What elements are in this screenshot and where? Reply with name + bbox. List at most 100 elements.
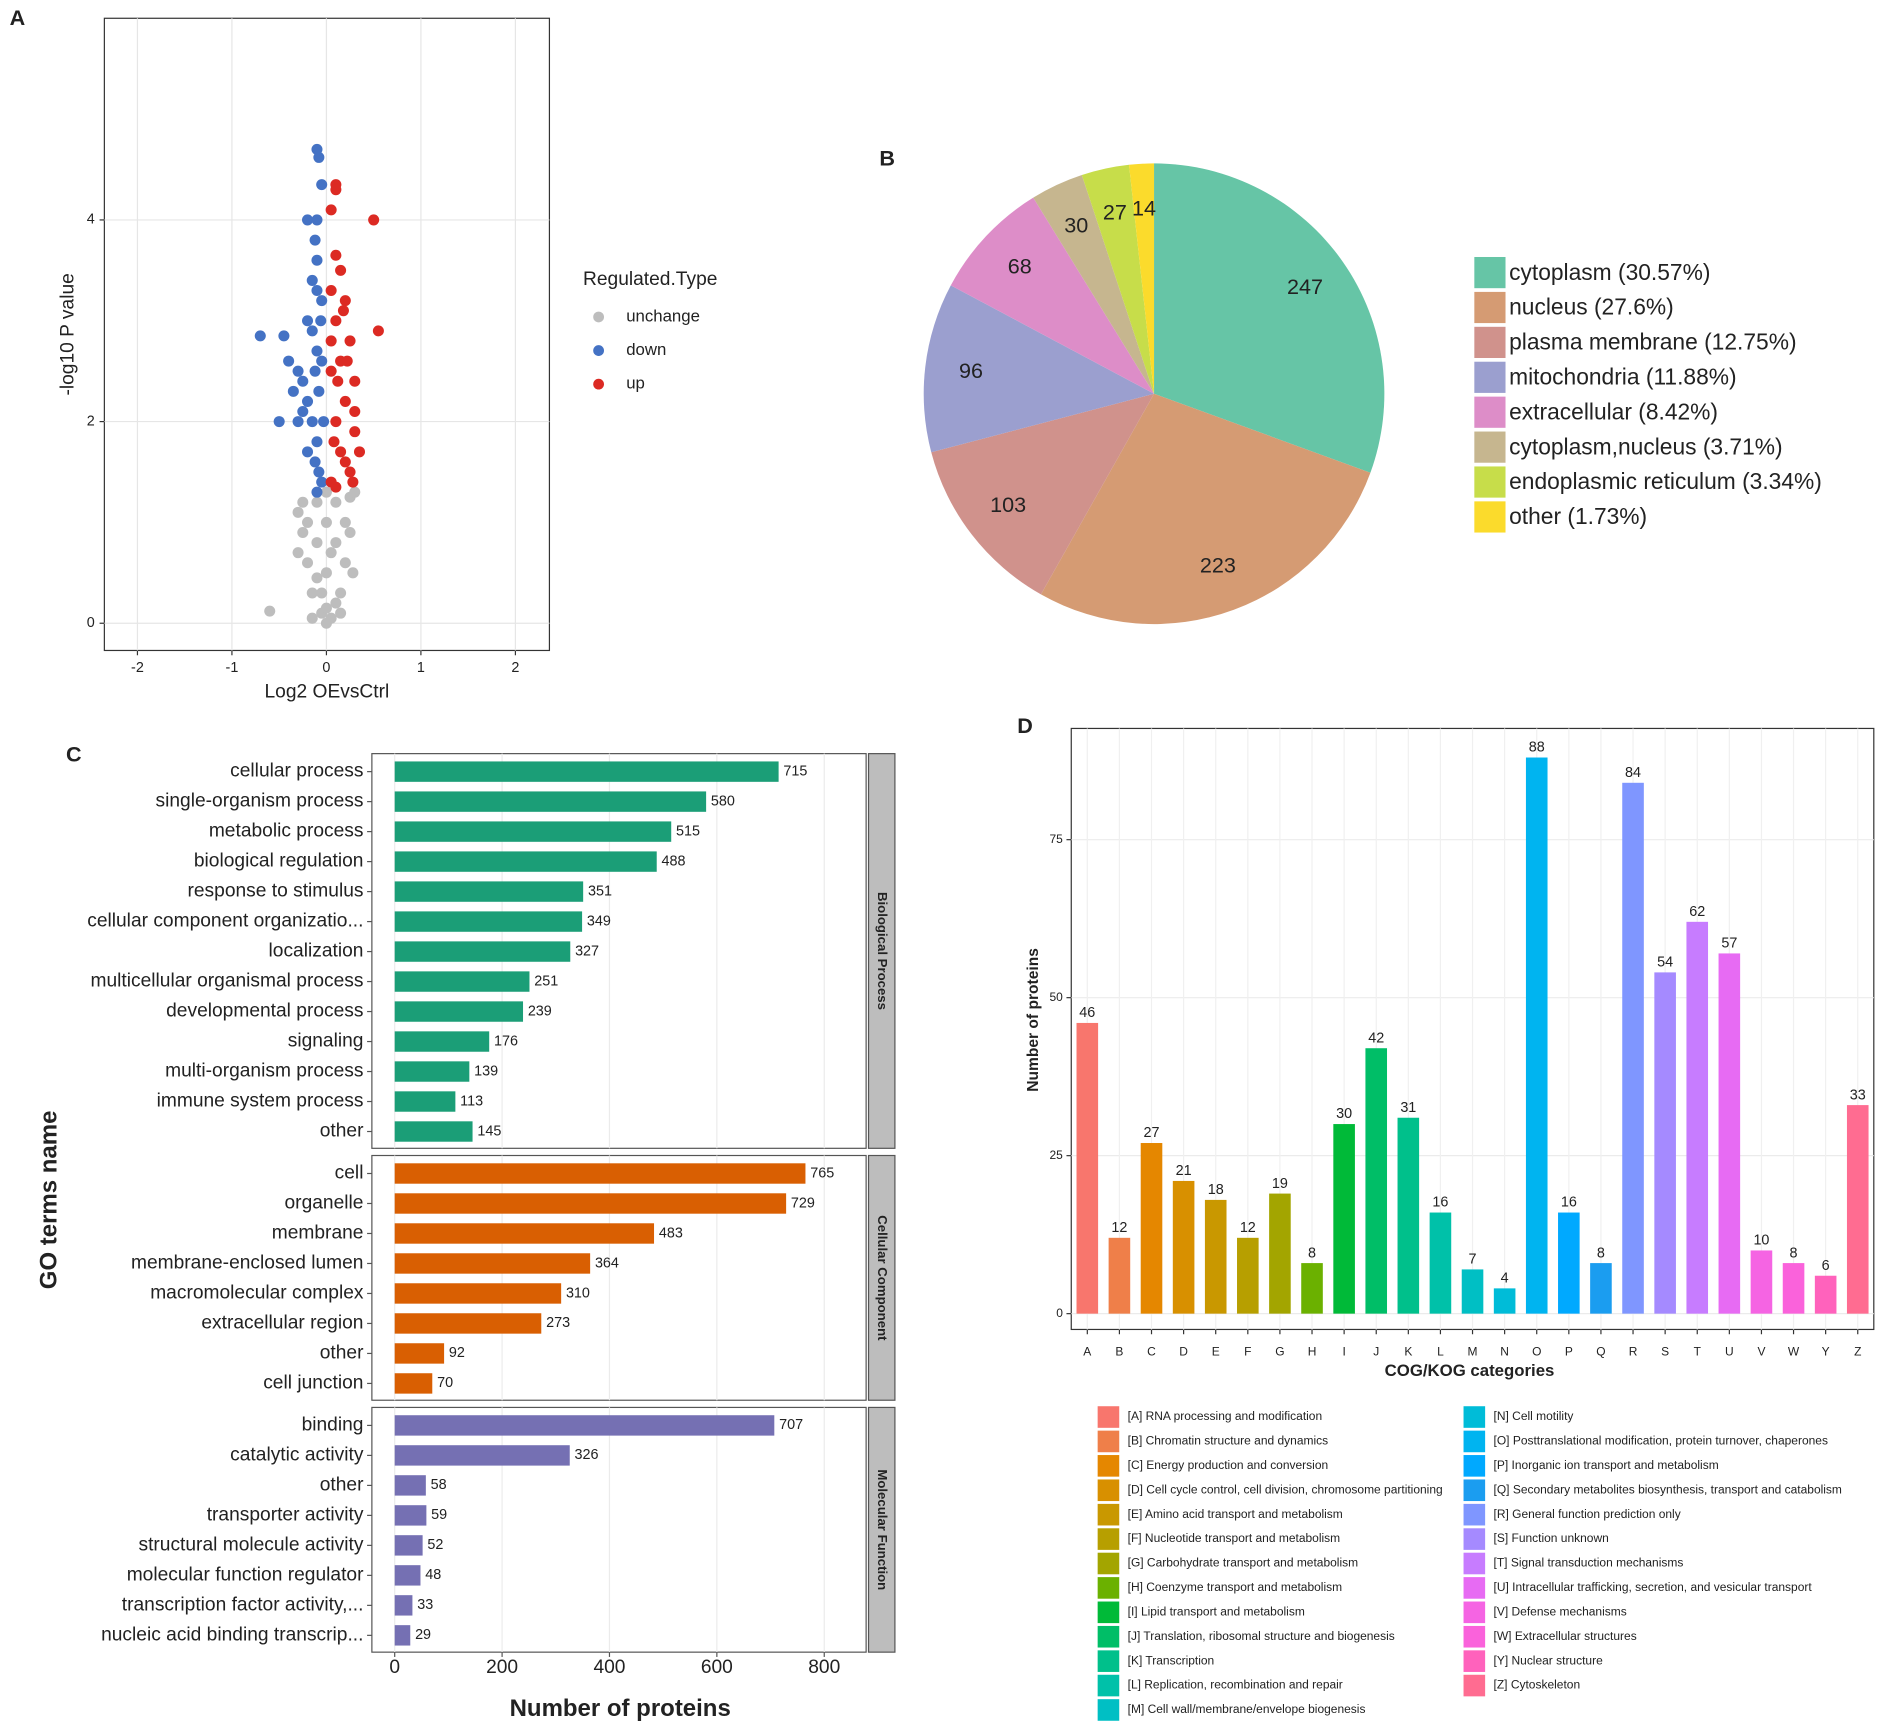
legend-label: [A] RNA processing and modification	[1128, 1409, 1323, 1423]
value-label: 488	[662, 853, 686, 869]
point	[311, 284, 323, 297]
y-tick-label: cell junction	[263, 1372, 363, 1393]
value-label: 12	[1240, 1220, 1256, 1236]
x-tick-label: O	[1532, 1344, 1541, 1358]
point	[316, 587, 328, 599]
facet-panel	[371, 1406, 867, 1653]
point	[292, 547, 304, 559]
legend-label: [F] Nucleotide transport and metabolism	[1128, 1531, 1341, 1545]
legend-key	[1474, 326, 1506, 359]
value-label: 310	[566, 1285, 590, 1301]
point	[330, 184, 342, 196]
legend-key	[1463, 1674, 1486, 1697]
value-label: 176	[494, 1033, 518, 1049]
legend-key	[1474, 501, 1506, 533]
x-tick-label: T	[1694, 1344, 1702, 1358]
value-label: 21	[1176, 1163, 1192, 1179]
legend-key	[593, 311, 605, 323]
point	[311, 486, 323, 498]
x-tick-label: U	[1725, 1344, 1734, 1358]
legend-key	[1463, 1503, 1486, 1526]
bar	[1140, 1143, 1163, 1314]
y-tick-label: 2	[87, 413, 95, 429]
bar	[1846, 1105, 1869, 1314]
point	[330, 416, 342, 428]
y-tick-label: binding	[302, 1414, 364, 1435]
y-tick-label: single-organism process	[156, 791, 364, 812]
bar	[1782, 1263, 1805, 1314]
value-label: 42	[1368, 1030, 1384, 1046]
value-label: 57	[1721, 936, 1737, 952]
value-label: 29	[415, 1627, 431, 1643]
pie-slice	[1081, 164, 1155, 394]
value-label: 92	[449, 1345, 465, 1361]
value-label: 145	[477, 1123, 501, 1139]
point	[330, 249, 342, 261]
point	[339, 395, 351, 407]
legend-label: extracellular (8.42%)	[1509, 398, 1718, 424]
point	[264, 605, 276, 617]
y-tick-label: nucleic acid binding transcrip...	[101, 1624, 363, 1645]
point	[344, 466, 356, 478]
legend-key	[1463, 1455, 1486, 1477]
point	[335, 607, 347, 619]
y-tick-label: transporter activity	[207, 1504, 364, 1525]
value-label: 8	[1790, 1245, 1798, 1261]
bar	[394, 1313, 542, 1334]
value-label: 27	[1144, 1125, 1160, 1141]
point	[325, 547, 337, 559]
legend-key	[1463, 1528, 1486, 1550]
x-tick-label: D	[1179, 1344, 1188, 1358]
value-label: 33	[1850, 1087, 1866, 1103]
point	[325, 365, 337, 377]
pie-slice	[1040, 393, 1371, 625]
value-label: 327	[575, 943, 599, 959]
legend-label: other (1.73%)	[1509, 503, 1647, 529]
bar	[1814, 1275, 1837, 1314]
point	[306, 612, 318, 624]
point	[320, 567, 332, 579]
point	[278, 330, 290, 342]
legend-label: [I] Lipid transport and metabolism	[1128, 1604, 1305, 1618]
legend-label: endoplasmic reticulum (3.34%)	[1509, 468, 1822, 494]
point	[302, 516, 314, 528]
point	[297, 496, 309, 508]
legend-key	[1097, 1406, 1120, 1428]
bar	[394, 1445, 570, 1466]
value-label: 59	[431, 1507, 447, 1523]
bar	[1461, 1269, 1484, 1314]
y-tick-label: other	[320, 1343, 364, 1364]
point	[349, 405, 361, 418]
bar	[394, 1223, 655, 1244]
slice-label: 223	[1200, 552, 1236, 577]
panel-label: A	[10, 5, 26, 30]
pie-slice	[1154, 163, 1385, 473]
bar	[1397, 1117, 1420, 1314]
value-label: 8	[1308, 1245, 1316, 1261]
x-tick-label: A	[1083, 1344, 1091, 1358]
point	[339, 557, 351, 569]
legend-label: [E] Amino acid transport and metabolism	[1128, 1507, 1343, 1521]
point	[325, 612, 337, 624]
point	[283, 355, 295, 367]
x-tick-label: H	[1308, 1344, 1317, 1358]
facet-panel	[371, 1154, 867, 1401]
x-tick-label: W	[1788, 1344, 1800, 1358]
point	[339, 295, 351, 307]
point	[311, 214, 323, 226]
bar	[394, 881, 584, 902]
legend-label: [R] General function prediction only	[1494, 1507, 1681, 1521]
bar	[1172, 1180, 1195, 1314]
bar	[394, 821, 672, 842]
legend-label: [M] Cell wall/membrane/envelope biogenes…	[1128, 1702, 1366, 1716]
value-label: 70	[437, 1375, 453, 1391]
slice-label: 30	[1064, 212, 1088, 237]
value-label: 31	[1400, 1100, 1416, 1116]
value-label: 30	[1336, 1106, 1352, 1122]
y-tick-label: cell	[335, 1163, 364, 1184]
x-tick-label: L	[1437, 1344, 1444, 1358]
bar	[1525, 757, 1548, 1314]
legend-key	[1463, 1552, 1486, 1575]
y-tick-label: cellular component organizatio...	[87, 911, 363, 932]
legend-title: Regulated.Type	[583, 269, 717, 290]
